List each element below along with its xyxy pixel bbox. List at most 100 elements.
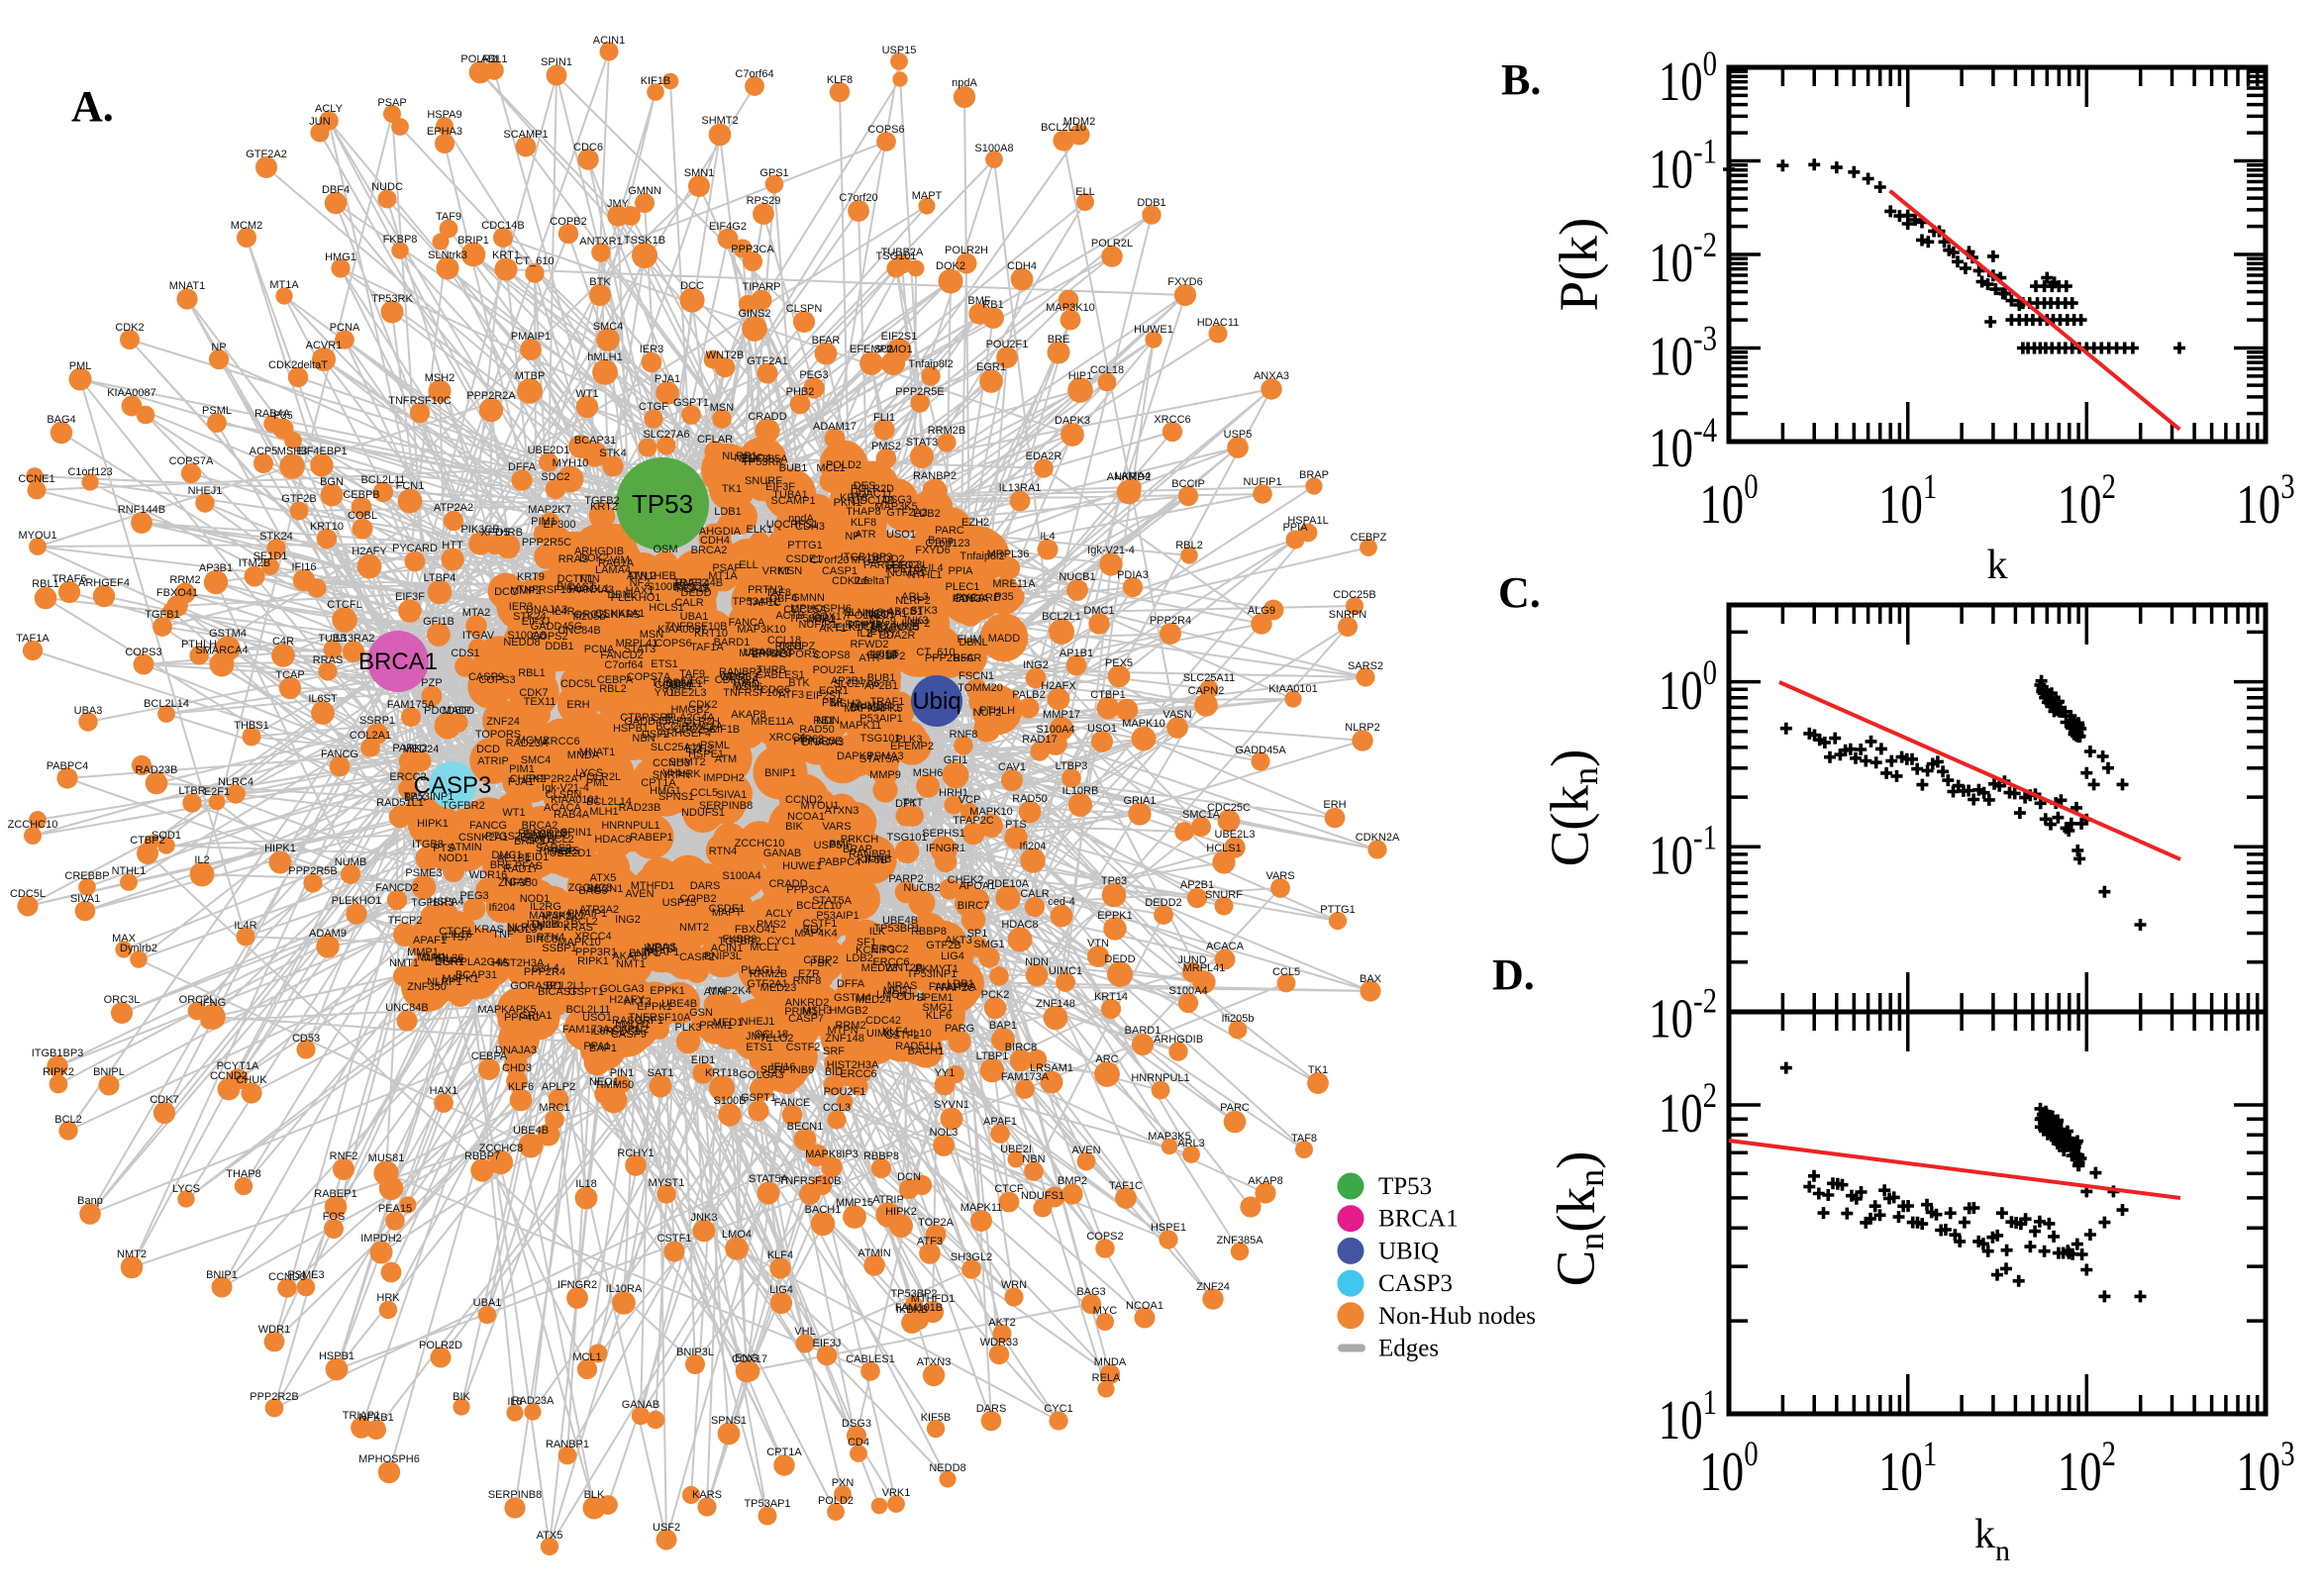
svg-text:NOL3: NOL3: [930, 1127, 959, 1139]
svg-text:MED24: MED24: [856, 994, 892, 1006]
svg-text:BTK: BTK: [788, 677, 810, 689]
svg-text:THAP8: THAP8: [846, 506, 880, 518]
svg-text:NTHL1: NTHL1: [908, 569, 943, 581]
svg-text:TP53RK: TP53RK: [371, 293, 413, 305]
svg-text:ING2: ING2: [615, 914, 641, 926]
svg-text:HNRNPUL1: HNRNPUL1: [601, 820, 659, 832]
svg-text:DBF4: DBF4: [769, 593, 797, 605]
svg-text:LDB2: LDB2: [913, 508, 941, 520]
svg-text:CRADD: CRADD: [768, 878, 807, 890]
svg-text:PTHLH: PTHLH: [181, 639, 217, 650]
svg-text:PSME3: PSME3: [287, 1269, 324, 1281]
svg-text:LTBR: LTBR: [178, 785, 205, 797]
svg-text:CAV1: CAV1: [998, 761, 1026, 773]
svg-text:UBE4B: UBE4B: [513, 1125, 549, 1137]
svg-text:ORC3L: ORC3L: [892, 559, 929, 571]
svg-text:PLEKHO1: PLEKHO1: [332, 895, 382, 907]
svg-text:CHD3: CHD3: [502, 1062, 532, 1074]
svg-text:TOMM20: TOMM20: [958, 682, 1003, 694]
svg-text:BUB1: BUB1: [779, 462, 808, 474]
svg-text:CDC42: CDC42: [865, 1015, 901, 1027]
svg-text:BAP1: BAP1: [589, 1043, 617, 1054]
svg-text:C7orf64: C7orf64: [604, 659, 643, 671]
svg-text:IL2: IL2: [194, 854, 209, 866]
svg-text:MAPT: MAPT: [712, 907, 743, 919]
svg-text:PKN1: PKN1: [834, 497, 862, 509]
svg-text:USO1: USO1: [582, 1012, 612, 1024]
svg-text:TUBB: TUBB: [318, 633, 347, 645]
svg-text:EIF4EBP1: EIF4EBP1: [850, 702, 900, 714]
svg-text:C4R: C4R: [272, 636, 294, 648]
svg-text:RAD51L1: RAD51L1: [895, 1041, 943, 1052]
svg-text:JNK3: JNK3: [902, 615, 929, 627]
svg-text:Igk-V21-4: Igk-V21-4: [1087, 545, 1135, 556]
svg-text:FAM173A: FAM173A: [1001, 1071, 1050, 1083]
svg-text:LYCS: LYCS: [575, 767, 603, 779]
svg-text:VRK1: VRK1: [882, 1487, 911, 1499]
svg-text:FAM175A: FAM175A: [929, 981, 977, 993]
svg-text:RANBP2: RANBP2: [913, 470, 957, 482]
svg-text:PPP2R5B: PPP2R5B: [288, 865, 338, 877]
svg-text:ABL1: ABL1: [481, 53, 508, 65]
svg-text:TNFRSF10B: TNFRSF10B: [779, 1175, 842, 1187]
svg-text:BNIPL: BNIPL: [93, 1066, 125, 1078]
svg-text:YY1: YY1: [655, 687, 675, 699]
svg-text:MRPL41: MRPL41: [616, 638, 658, 649]
svg-text:PSAP: PSAP: [712, 562, 741, 574]
svg-text:CEBPB: CEBPB: [343, 489, 379, 501]
svg-text:CDC25C: CDC25C: [1207, 802, 1251, 814]
svg-text:GTF2A1: GTF2A1: [747, 355, 788, 367]
svg-text:GFI1: GFI1: [944, 754, 967, 766]
svg-text:TP53RK: TP53RK: [742, 456, 783, 468]
svg-text:JMY: JMY: [607, 198, 630, 210]
svg-text:ZCCHC10: ZCCHC10: [8, 819, 58, 831]
svg-text:GRIA1: GRIA1: [519, 1010, 552, 1022]
svg-text:NEDD4: NEDD4: [734, 452, 770, 464]
svg-text:TFAP2C: TFAP2C: [934, 982, 975, 994]
svg-text:LIG4: LIG4: [769, 1284, 793, 1296]
svg-text:BIRC7: BIRC7: [870, 624, 902, 636]
svg-text:NUCB1: NUCB1: [1059, 571, 1095, 583]
svg-text:ACP5: ACP5: [250, 446, 278, 457]
svg-text:IL10: IL10: [910, 1028, 931, 1040]
svg-text:PIN1: PIN1: [610, 1067, 634, 1079]
svg-text:PLAGL1: PLAGL1: [568, 583, 610, 595]
svg-text:PCK2: PCK2: [981, 989, 1010, 1001]
svg-text:HMGB2: HMGB2: [670, 704, 709, 716]
svg-text:GMNN: GMNN: [628, 185, 661, 197]
svg-text:EFEMP2: EFEMP2: [850, 344, 893, 355]
svg-text:FCN1: FCN1: [396, 480, 425, 492]
svg-text:TP53AP1: TP53AP1: [732, 596, 778, 608]
svg-text:P53AIP1: P53AIP1: [859, 713, 902, 725]
svg-text:DCD: DCD: [476, 744, 500, 755]
svg-text:CTCFL: CTCFL: [327, 599, 361, 611]
svg-text:THRB: THRB: [493, 527, 523, 539]
svg-text:SPNS1: SPNS1: [711, 1415, 747, 1427]
svg-text:CDC6: CDC6: [573, 142, 603, 153]
svg-text:UBE2D1: UBE2D1: [550, 848, 592, 859]
svg-text:PARG: PARG: [945, 1023, 974, 1035]
svg-text:BCL2: BCL2: [570, 916, 598, 928]
svg-text:GOLGA3: GOLGA3: [599, 983, 644, 995]
svg-text:LTBP3: LTBP3: [1056, 760, 1088, 772]
svg-text:EP300: EP300: [543, 519, 575, 531]
svg-text:EID1: EID1: [691, 1054, 715, 1066]
svg-text:ATRIP: ATRIP: [477, 755, 509, 767]
svg-text:POU2F1: POU2F1: [986, 339, 1029, 350]
svg-text:ACACA: ACACA: [1206, 941, 1245, 952]
svg-text:S100A4: S100A4: [722, 870, 760, 882]
svg-text:Ifi205b: Ifi205b: [1221, 1013, 1254, 1025]
svg-text:PEA15: PEA15: [676, 583, 710, 595]
svg-text:COX17: COX17: [812, 611, 848, 623]
svg-text:RASGRF1: RASGRF1: [612, 1015, 663, 1027]
svg-text:IL6ST: IL6ST: [308, 693, 338, 705]
svg-text:SERPINB9: SERPINB9: [760, 1064, 814, 1076]
svg-text:BARD1: BARD1: [1125, 1025, 1162, 1037]
svg-text:BNIPL: BNIPL: [629, 948, 660, 959]
svg-text:BAX: BAX: [1360, 973, 1382, 985]
svg-text:S100A4: S100A4: [1036, 724, 1074, 736]
svg-text:VTN: VTN: [1087, 938, 1109, 949]
svg-text:CYC1: CYC1: [766, 936, 795, 948]
svg-text:PMAIP1: PMAIP1: [511, 331, 551, 343]
svg-text:PPP2R5E: PPP2R5E: [793, 736, 843, 748]
